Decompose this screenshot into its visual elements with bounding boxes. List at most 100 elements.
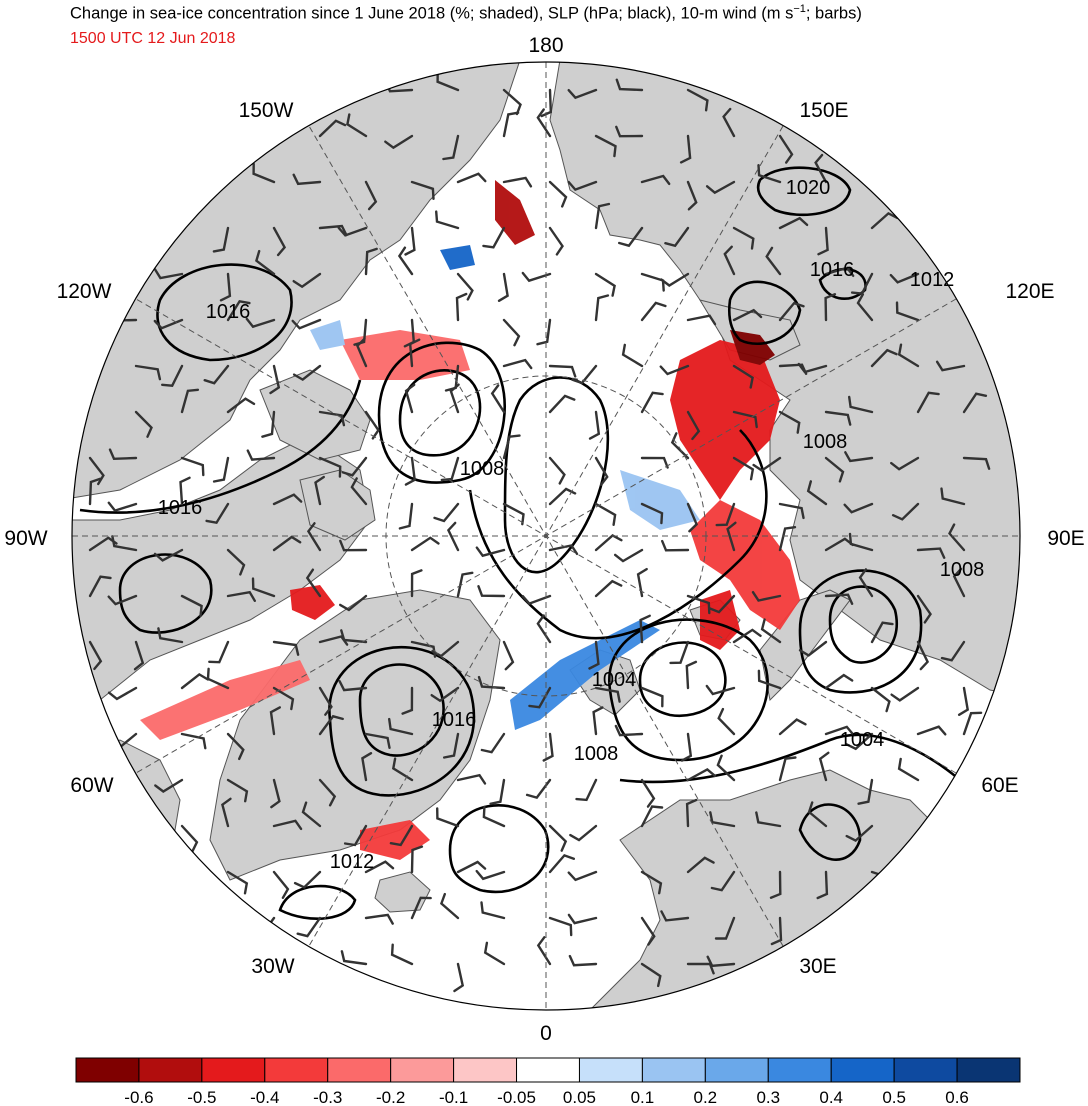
wind-barb — [890, 686, 920, 702]
wind-barb — [430, 686, 460, 703]
wind-barb — [410, 536, 440, 552]
wind-barb — [502, 176, 533, 188]
wind-barb — [752, 456, 782, 472]
land-iceland — [374, 871, 431, 913]
wind-barb — [568, 954, 598, 967]
graticule — [72, 62, 1020, 1010]
ice-gain-fram — [510, 620, 660, 730]
isobar-1008-band — [468, 429, 768, 640]
wind-barb — [916, 640, 930, 671]
wind-barb — [480, 732, 506, 754]
wind-barb — [226, 778, 249, 803]
wind-barb — [226, 590, 256, 602]
wind-barb — [272, 535, 302, 552]
wind-barb — [621, 343, 644, 368]
wind-barb — [353, 318, 368, 346]
wind-barb — [502, 318, 521, 347]
wind-barb — [540, 88, 553, 118]
wind-barb — [252, 162, 276, 184]
wind-barb — [824, 456, 845, 483]
wind-barb — [614, 548, 644, 563]
colorbar-tick-label: 0.3 — [756, 1088, 780, 1106]
wind-barb — [521, 594, 552, 606]
wind-barb — [408, 338, 421, 368]
wind-barb — [686, 180, 698, 211]
wind-barb — [916, 547, 946, 559]
wind-barb — [716, 754, 736, 782]
wind-barb — [548, 226, 564, 256]
wind-barb — [440, 456, 460, 482]
wind-barb — [439, 892, 460, 920]
wind-barb — [180, 732, 207, 750]
wind-barb — [343, 824, 368, 847]
wind-barb — [341, 456, 368, 477]
wind-barb — [778, 410, 801, 434]
wind-barb — [489, 778, 506, 805]
wind-barb — [594, 686, 621, 703]
wind-barb — [318, 778, 337, 807]
wind-barb — [640, 391, 664, 414]
wind-barb — [588, 410, 601, 440]
isobar-label: 1004 — [840, 729, 885, 751]
wind-barb — [659, 364, 690, 376]
wind-barb — [384, 134, 414, 150]
lon-label-90e: 90E — [1047, 527, 1084, 550]
wind-barb — [548, 824, 568, 852]
colorbar-tick-label: 0.1 — [631, 1088, 655, 1106]
wind-barb — [858, 568, 874, 598]
isobar-low-barents-outer — [608, 618, 769, 762]
wind-barb — [935, 360, 966, 372]
wind-barb — [594, 272, 616, 297]
wind-barb — [957, 686, 970, 716]
ice-loss-laptev-core — [730, 330, 775, 365]
wind-barb — [592, 706, 604, 736]
colorbar-labels: -0.6 -0.5 -0.4 -0.3 -0.2 -0.1 -0.05 0.05 0.1 0.2 0… — [124, 1088, 969, 1106]
wind-barb — [962, 456, 991, 470]
wind-barb — [180, 594, 203, 618]
wind-barb — [824, 266, 855, 277]
wind-barb — [636, 567, 648, 598]
isobar-low-beaufort-outer — [377, 341, 506, 484]
wind-barb — [870, 621, 894, 644]
wind-barb — [337, 226, 368, 237]
wind-barb — [816, 870, 829, 900]
colorbar-bin — [516, 1057, 580, 1083]
wind-barb — [226, 732, 245, 761]
wind-barb — [475, 546, 506, 558]
wind-barb — [548, 394, 576, 414]
wind-barb — [108, 448, 138, 461]
wind-barb — [664, 226, 690, 248]
wind-barb — [722, 107, 736, 138]
wind-barb — [410, 896, 432, 920]
isobar-label: 1016 — [810, 259, 855, 281]
isobar-label: 1008 — [940, 559, 985, 581]
wind-barb — [760, 618, 782, 644]
wind-barb — [732, 628, 762, 644]
wind-barb — [391, 757, 414, 782]
wind-barb — [685, 798, 698, 828]
wind-barb — [755, 811, 782, 828]
wind-barb — [640, 805, 664, 828]
wind-barb — [245, 317, 276, 329]
wind-barb — [261, 410, 276, 438]
wind-barb — [962, 711, 983, 736]
wind-barb — [502, 358, 533, 370]
wind-barb — [449, 383, 460, 414]
isobar-high-alaska — [156, 263, 293, 362]
wind-barb — [797, 362, 828, 374]
wind-barb — [778, 216, 809, 230]
wind-barb — [226, 870, 249, 895]
wind-barb — [250, 916, 276, 938]
wind-barb — [640, 456, 669, 469]
wind-barb — [715, 502, 736, 527]
wind-barb — [180, 456, 205, 477]
wind-barb — [272, 226, 287, 257]
wind-barb — [856, 293, 874, 322]
isobar-scandinavia — [798, 803, 862, 861]
wind-barb — [355, 337, 368, 368]
wind-barbs — [88, 70, 991, 993]
wind-barb — [269, 364, 281, 395]
wind-barb — [732, 226, 755, 250]
wind-barb — [916, 594, 932, 624]
valid-time: 1500 UTC 12 Jun 2018 — [70, 30, 236, 47]
